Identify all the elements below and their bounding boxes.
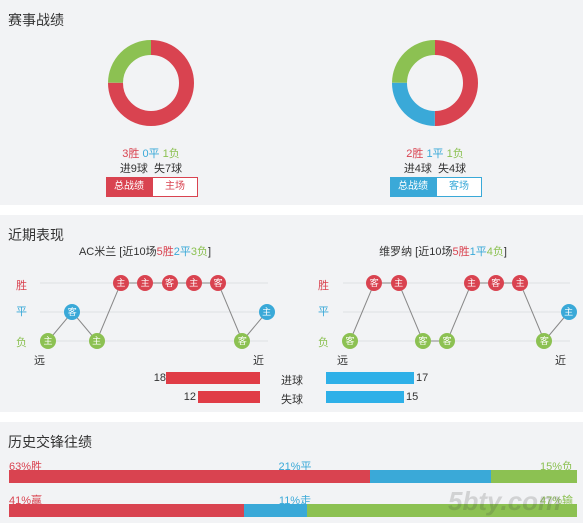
right-recent-prefix: [近10场 <box>415 246 453 258</box>
right-recent-l: 4负 <box>486 246 504 258</box>
right-row-label-loss: 负 <box>318 337 329 349</box>
left-form-marker[interactable]: 主 <box>112 275 129 291</box>
history-row1-segment <box>370 470 491 483</box>
right-far-label: 远 <box>337 355 348 367</box>
history-row1-bar <box>9 470 577 483</box>
right-recent-header: 维罗纳 [近10场5胜1平4负] <box>318 243 568 259</box>
recent-form-lines <box>40 282 570 342</box>
conceded-left-value: 12 <box>183 391 196 403</box>
right-form-marker[interactable]: 客 <box>414 333 431 349</box>
left-row-label-loss: 负 <box>16 337 27 349</box>
left-recent-w: 5胜 <box>156 246 174 258</box>
record-title: 赛事战绩 <box>8 12 64 28</box>
right-form-marker[interactable]: 主 <box>560 304 577 320</box>
watermark: 5bty.com <box>448 486 562 516</box>
right-form-marker[interactable]: 主 <box>390 275 407 291</box>
recent-title: 近期表现 <box>8 227 64 243</box>
conceded-label: 失球 <box>281 394 303 406</box>
right-row-label-draw: 平 <box>318 306 329 318</box>
left-record-donut <box>108 40 194 126</box>
history-panel: 历史交锋往绩 63%胜 21%平 15%负 41%赢 11%走 47%输 5bt… <box>0 422 583 523</box>
scored-right-bar <box>326 372 415 384</box>
right-form-line <box>349 282 570 342</box>
scored-left-value: 18 <box>153 372 166 384</box>
history-row1-segment <box>9 470 371 483</box>
right-goals: 进4球 失4球 <box>403 163 467 175</box>
left-form-marker[interactable]: 客 <box>234 333 251 349</box>
tab-overall-right[interactable]: 总战绩 <box>390 177 436 197</box>
left-recent-prefix: [近10场 <box>119 246 157 258</box>
right-form-marker[interactable]: 客 <box>487 275 504 291</box>
history-row1-segment <box>490 470 577 483</box>
right-form-marker[interactable]: 客 <box>342 333 358 349</box>
history-row2-segment <box>307 504 577 517</box>
right-recent-w: 5胜 <box>452 246 470 258</box>
tab-home[interactable]: 主场 <box>152 177 198 197</box>
conceded-right-value: 15 <box>406 391 419 403</box>
right-wins: 2胜 <box>406 148 424 160</box>
right-recent-d: 1平 <box>469 246 487 258</box>
left-form-marker[interactable]: 客 <box>161 275 178 291</box>
right-recent-suffix: ] <box>503 246 507 258</box>
scored-left-bar <box>166 372 260 384</box>
left-form-marker[interactable]: 主 <box>88 333 105 349</box>
right-form-marker[interactable]: 客 <box>366 275 383 291</box>
right-record-donut <box>392 40 478 126</box>
left-draws: 0平 <box>142 148 160 160</box>
left-goals: 进9球 失7球 <box>119 163 183 175</box>
left-record-counts: 3胜 0平 1负 <box>100 145 202 161</box>
right-donut-draw-slice <box>392 40 478 126</box>
right-form-marker[interactable]: 主 <box>512 275 529 291</box>
right-form-marker[interactable]: 客 <box>536 333 553 349</box>
history-row2-segment <box>9 504 245 517</box>
left-form-marker[interactable]: 主 <box>137 275 154 291</box>
left-form-marker[interactable]: 客 <box>210 275 227 291</box>
left-far-label: 远 <box>34 355 45 367</box>
left-record-tabs: 总战绩 主场 <box>106 177 198 197</box>
record-panel: 赛事战绩 3胜 0平 1负 进9球 失7球 总战绩 主场 2胜 1平 1负 进4… <box>0 0 583 205</box>
left-form-marker[interactable]: 主 <box>258 304 275 320</box>
scored-label: 进球 <box>281 375 303 387</box>
right-record-tabs: 总战绩 客场 <box>390 177 482 197</box>
scored-right-value: 17 <box>416 372 429 384</box>
conceded-left-bar <box>197 391 260 403</box>
right-row-label-win: 胜 <box>318 280 329 292</box>
recent-panel: 近期表现 AC米兰 [近10场5胜2平3负] 维罗纳 [近10场5胜1平4负] … <box>0 215 583 412</box>
left-team-name: AC米兰 <box>78 246 117 258</box>
right-donut-loss-slice <box>392 40 478 126</box>
conceded-right-bar <box>326 391 404 403</box>
left-form-marker[interactable]: 主 <box>185 275 202 291</box>
left-donut-loss-slice <box>108 40 194 126</box>
left-form-line <box>47 282 268 342</box>
left-recent-l: 3负 <box>190 246 208 258</box>
left-form-marker[interactable]: 主 <box>40 333 56 349</box>
right-form-marker[interactable]: 客 <box>439 333 456 349</box>
tab-overall-left[interactable]: 总战绩 <box>106 177 152 197</box>
right-losses: 1负 <box>446 148 464 160</box>
left-row-label-draw: 平 <box>16 306 27 318</box>
left-wins: 3胜 <box>122 148 140 160</box>
left-recent-suffix: ] <box>207 246 212 258</box>
history-row2-bar <box>9 504 577 517</box>
right-team-name: 维罗纳 <box>379 246 413 258</box>
left-recent-header: AC米兰 [近10场5胜2平3负] <box>20 243 270 259</box>
left-losses: 1负 <box>162 148 180 160</box>
history-row2-segment <box>244 504 308 517</box>
right-near-label: 近 <box>555 355 566 367</box>
right-form-marker[interactable]: 主 <box>463 275 480 291</box>
left-row-label-win: 胜 <box>16 280 27 292</box>
history-title: 历史交锋往绩 <box>8 434 92 450</box>
right-draws: 1平 <box>426 148 444 160</box>
right-record-counts: 2胜 1平 1负 <box>384 145 486 161</box>
left-near-label: 近 <box>253 355 264 367</box>
tab-away[interactable]: 客场 <box>436 177 482 197</box>
left-form-marker[interactable]: 客 <box>64 304 81 320</box>
left-recent-d: 2平 <box>173 246 191 258</box>
